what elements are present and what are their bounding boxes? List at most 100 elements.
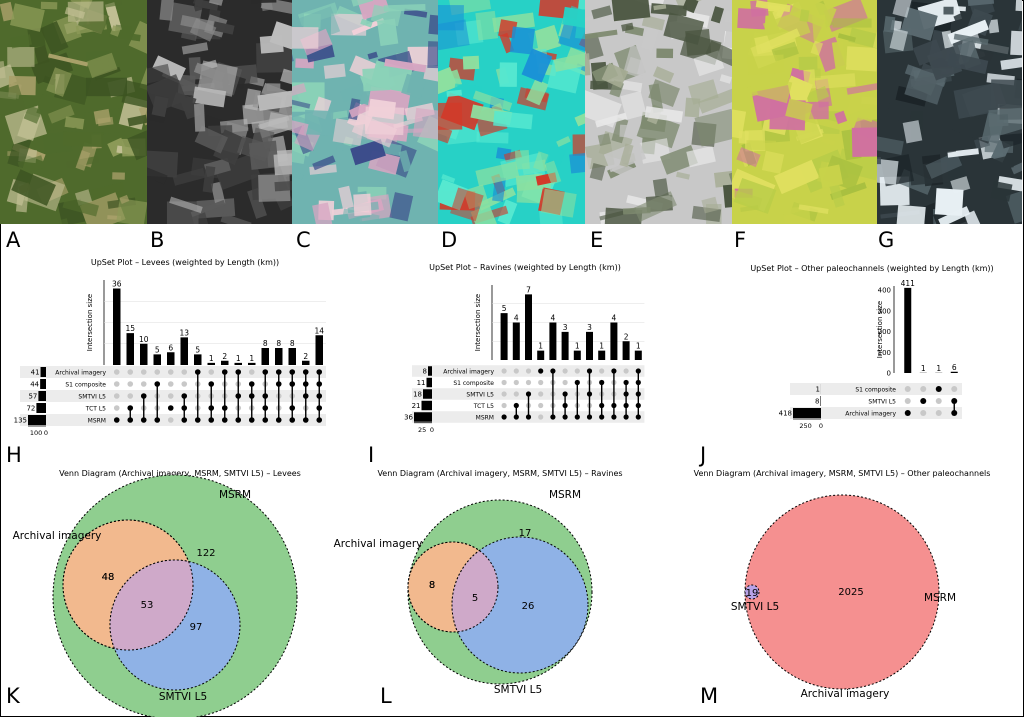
upset-levees-bar-label-10: 1 (249, 354, 254, 363)
upset-other-row-shade-2 (790, 407, 962, 419)
upset-levees-bar-label-3: 5 (155, 345, 160, 354)
upset-ravines-set-label-0: Archival imagery (443, 369, 494, 376)
upset-levees-bar-14 (302, 360, 310, 365)
upset-ravines-bar-label-8: 1 (599, 342, 604, 351)
upset-other-row-shade-0 (790, 383, 962, 395)
venn-levees-region-label-1: 48 (102, 572, 115, 583)
upset-ravines-bar-2 (525, 294, 532, 360)
venn-ravines-overlap (451, 542, 498, 632)
upset-other-ytick-3: 300 (878, 307, 891, 315)
upset-levees-bar-label-11: 8 (263, 339, 268, 348)
panel-label-m: M (700, 684, 719, 708)
upset-levees-set-size-label-2: 57 (28, 393, 37, 401)
upset-levees-bar-3 (153, 354, 161, 365)
upset-ravines-dot-0-3 (501, 402, 507, 409)
venn-levees-set-label-1: MSRM (219, 489, 251, 501)
upset-ravines-dot-3-4 (538, 414, 544, 420)
upset-other-dot-2-0 (935, 386, 942, 392)
upset-ravines-bar-label-3: 1 (538, 342, 543, 351)
upset-other-dot-1-0 (920, 386, 927, 392)
venn-ravines-region-label-0: 17 (519, 528, 532, 539)
upset-levees-dot-0-0 (113, 369, 120, 375)
upset-ravines-set-size-label-0: 8 (423, 368, 427, 376)
upset-ravines-bar-5 (561, 331, 569, 360)
upset-ravines-bar-9 (610, 322, 618, 360)
upset-other-set-size-bar-1 (820, 396, 821, 406)
upset-levees-bar-label-5: 13 (179, 328, 189, 337)
venn-other-region-label-1: 2025 (838, 587, 863, 598)
upset-ravines-dot-3-3 (538, 402, 544, 409)
upset-ravines-dot-0-4 (501, 414, 507, 420)
upset-ravines-bar-label-11: 1 (636, 342, 641, 351)
upset-levees-bar-13 (288, 348, 296, 365)
upset-ravines-set-size-label-1: 11 (417, 379, 426, 387)
venn-other-set-label-1: MSRM (924, 592, 956, 604)
upset-ravines-dot-1-1 (513, 379, 519, 386)
upset-ravines-dot-1-2 (513, 391, 519, 397)
upset-ravines-dot-0-0 (501, 368, 507, 374)
upset-ravines-bar-11 (634, 350, 642, 360)
upset-other-bar-label-2: 1 (936, 364, 941, 373)
upset-levees-bar-label-6: 5 (195, 345, 200, 354)
panel-label-f: F (734, 228, 747, 252)
upset-levees-bar-7 (207, 362, 215, 365)
upset-ravines-bar-label-5: 3 (563, 323, 568, 332)
upset-levees-bar-5 (180, 337, 188, 365)
upset-other-bar-label-0: 411 (901, 279, 916, 288)
upset-levees-bar-label-4: 6 (168, 343, 173, 352)
upset-other-dot-1-2 (920, 410, 927, 416)
upset-ravines-bar-1 (512, 322, 520, 360)
venn-levees-set-label-0: Archival imagery (13, 530, 102, 542)
panel-label-k: K (6, 684, 20, 708)
upset-ravines-set-size-bar-1 (426, 377, 432, 388)
upset-ravines-bar-6 (573, 350, 581, 360)
upset-ravines-set-label-3: TCT L5 (473, 403, 494, 410)
upset-ravines-size-tick-1: 0 (430, 426, 434, 434)
upset-levees-bar-9 (234, 362, 242, 365)
upset-levees-bar-0 (113, 288, 121, 365)
upset-other-dot-0-1 (904, 398, 911, 404)
venn-other-title: Venn Diagram (Archival imagery, MSRM, SM… (694, 469, 991, 478)
upset-ravines-ylabel: Intersection size (474, 294, 482, 351)
upset-ravines-bar-0 (500, 313, 508, 360)
upset-levees-dot-4-2 (167, 393, 174, 399)
upset-levees-bar-2 (140, 343, 148, 365)
venn-other-circle-1 (744, 584, 760, 600)
panel-label-c: C (296, 228, 311, 252)
upset-other-title: UpSet Plot – Other paleochannels (weight… (750, 264, 993, 273)
upset-other-dot-3-0 (951, 386, 958, 392)
upset-levees-bar-label-2: 10 (139, 335, 149, 344)
upset-ravines-bar-4 (549, 322, 557, 360)
upset-other-bar-label-1: 1 (921, 364, 926, 373)
upset-other-size-tick-1: 0 (819, 422, 823, 430)
upset-ravines-bar-8 (598, 350, 606, 360)
upset-levees-bar-15 (315, 335, 323, 365)
upset-levees-set-size-label-0: 41 (31, 369, 40, 377)
upset-ravines-set-size-bar-4 (414, 412, 432, 422)
panel-label-l: L (380, 684, 392, 708)
upset-levees-set-size-bar-3 (36, 403, 46, 413)
panel-label-g: G (878, 228, 895, 252)
satellite-image-b (147, 0, 292, 224)
venn-ravines-set-label-0: Archival imagery (334, 538, 423, 550)
upset-ravines-bar-7 (586, 331, 593, 360)
upset-levees-dot-0-3 (113, 405, 120, 411)
upset-ravines-set-size-bar-0 (428, 366, 432, 376)
venn-levees-set-label-2: SMTVI L5 (159, 691, 207, 703)
upset-other-dot-2-1 (935, 398, 942, 404)
upset-ravines-bar-label-9: 4 (612, 314, 617, 323)
upset-levees-bar-1 (126, 333, 134, 365)
satellite-image-a (0, 0, 147, 224)
upset-other-ytick-2: 200 (878, 328, 891, 336)
venn-levees-title: Venn Diagram (Archival imagery, MSRM, SM… (59, 469, 301, 478)
upset-levees-bar-8 (221, 360, 229, 365)
upset-levees-bar-label-13: 8 (290, 339, 295, 348)
panel-label-e: E (590, 228, 604, 252)
upset-levees-bar-4 (167, 352, 175, 365)
upset-ravines-set-size-label-2: 18 (413, 391, 422, 399)
upset-ravines-dot-0-2 (501, 391, 507, 397)
upset-levees-set-label-4: MSRM (88, 418, 106, 425)
upset-ravines-set-label-4: MSRM (476, 415, 494, 422)
upset-levees-dot-10-0 (248, 369, 255, 375)
upset-levees-dot-3-0 (154, 369, 161, 375)
